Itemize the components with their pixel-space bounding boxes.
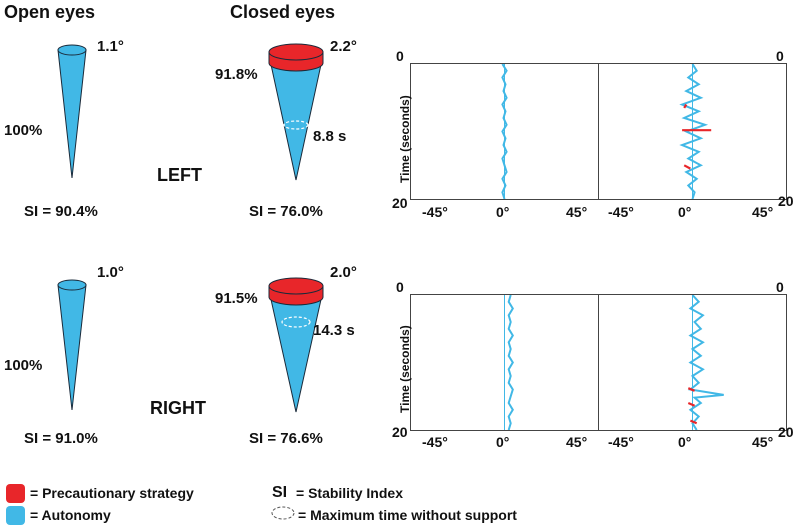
y-tick-0-left-top: 0 [396, 48, 404, 64]
precautionary-trace [687, 401, 696, 407]
left-closed-percent: 91.8% [215, 66, 258, 83]
autonomy-trace [688, 295, 724, 430]
legend-precautionary-swatch [6, 484, 25, 503]
x-tick-pos45: 45° [752, 434, 774, 450]
plot-right-closed [598, 294, 787, 431]
autonomy-trace [679, 64, 709, 199]
right-open-angle: 1.0° [97, 264, 124, 281]
header-closed-eyes: Closed eyes [230, 2, 336, 22]
y-axis-label-bottom: Time (seconds) [398, 325, 412, 413]
precautionary-trace [683, 164, 691, 170]
right-closed-cone [268, 277, 324, 413]
right-open-percent: 100% [4, 357, 43, 374]
x-tick-0: 0° [496, 434, 510, 450]
trace-plot [679, 64, 712, 199]
x-tick-0: 0° [678, 204, 692, 220]
right-closed-percent: 91.5% [215, 290, 258, 307]
x-tick-pos45: 45° [566, 434, 588, 450]
y-tick-0-left-bottom: 0 [396, 279, 404, 295]
trace-plot [501, 64, 508, 199]
precautionary-trace [687, 387, 696, 392]
y-tick-20-left-bottom: 20 [392, 424, 408, 440]
trace-plot [504, 295, 514, 430]
legend-precautionary-label: = Precautionary strategy [30, 485, 194, 501]
y-tick-20-right-top: 20 [778, 193, 794, 209]
plot-left-open [410, 63, 599, 200]
right-open-si: SI = 91.0% [24, 430, 98, 447]
right-closed-si: SI = 76.6% [249, 430, 323, 447]
legend-autonomy-label: = Autonomy [30, 507, 111, 523]
legend-dashed-ellipse-icon [271, 506, 295, 520]
right-closed-angle: 2.0° [330, 264, 357, 281]
plot-left-closed [598, 63, 787, 200]
header-open-eyes: Open eyes [4, 2, 96, 22]
legend-si-key: SI [272, 484, 288, 501]
legend-max-time-label: = Maximum time without support [298, 507, 517, 523]
left-max-time-ellipse [283, 120, 309, 130]
left-open-cone [57, 44, 87, 179]
y-tick-0-right-top: 0 [776, 48, 784, 64]
left-closed-cone [268, 43, 324, 181]
x-tick-neg45: -45° [608, 434, 634, 450]
x-tick-0: 0° [678, 434, 692, 450]
side-label-right: RIGHT [150, 398, 206, 418]
precautionary-trace [683, 103, 688, 109]
cone-diagrams [57, 43, 324, 413]
left-closed-si: SI = 76.0% [249, 203, 323, 220]
y-tick-20-left-top: 20 [392, 195, 408, 211]
autonomy-trace [507, 295, 514, 430]
left-closed-angle: 2.2° [330, 38, 357, 55]
x-tick-pos45: 45° [752, 204, 774, 220]
x-tick-pos45: 45° [566, 204, 588, 220]
y-tick-20-right-bottom: 20 [778, 424, 794, 440]
right-max-time-ellipse [281, 316, 311, 328]
precautionary-trace [689, 419, 698, 425]
y-tick-0-right-bottom: 0 [776, 279, 784, 295]
y-axis-label-top: Time (seconds) [398, 95, 412, 183]
left-closed-time: 8.8 s [313, 128, 347, 145]
left-open-angle: 1.1° [97, 38, 124, 55]
plot-right-open [410, 294, 599, 431]
x-tick-neg45: -45° [422, 434, 448, 450]
left-open-percent: 100% [4, 122, 43, 139]
legend-si-label: = Stability Index [296, 485, 403, 501]
trace-plot [687, 295, 724, 430]
x-tick-neg45: -45° [422, 204, 448, 220]
x-tick-0: 0° [496, 204, 510, 220]
left-open-si: SI = 90.4% [24, 203, 98, 220]
right-open-cone [57, 279, 87, 411]
autonomy-trace [501, 64, 508, 199]
right-closed-time: 14.3 s [313, 322, 355, 339]
x-tick-neg45: -45° [608, 204, 634, 220]
side-label-left: LEFT [157, 165, 202, 185]
legend-autonomy-swatch [6, 506, 25, 525]
